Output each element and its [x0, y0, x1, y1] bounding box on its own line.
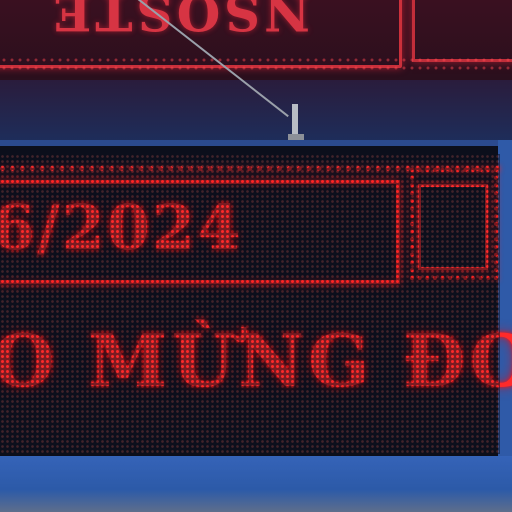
upper-sign-led-row	[0, 56, 512, 72]
upper-sign-side-frame	[412, 0, 512, 62]
upper-sign-text: NSQSTE	[0, 0, 310, 42]
upper-led-sign: NSQSTE	[0, 0, 512, 80]
panel-bottom-frame	[0, 456, 512, 512]
panel-frame-right	[498, 140, 512, 466]
date-text: 6/2024	[0, 186, 242, 270]
message-text: O MỪNG ĐO	[0, 306, 512, 416]
side-frame-inner	[418, 184, 488, 270]
